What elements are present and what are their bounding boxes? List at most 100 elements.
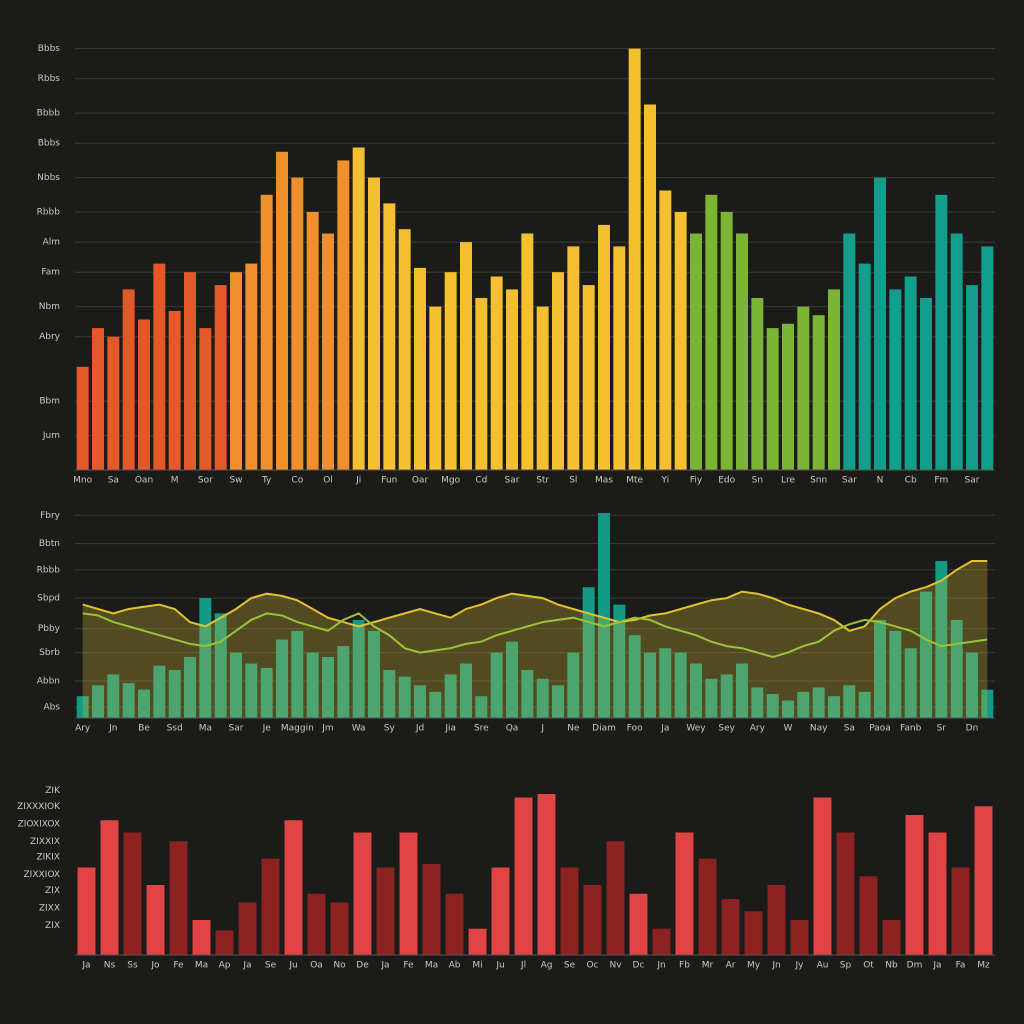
bar bbox=[322, 233, 334, 470]
bar bbox=[981, 689, 994, 718]
x-tick-label: Oar bbox=[412, 476, 429, 486]
x-tick-label: Be bbox=[138, 724, 150, 734]
bar bbox=[935, 561, 948, 718]
x-tick-label: Ary bbox=[75, 724, 91, 734]
bar bbox=[444, 674, 457, 718]
bar bbox=[383, 203, 396, 470]
x-tick-label: De bbox=[356, 961, 369, 971]
x-tick-label: Sey bbox=[718, 724, 735, 734]
bar bbox=[506, 641, 518, 718]
bar bbox=[629, 893, 648, 955]
y-tick-label: Fam bbox=[41, 268, 60, 278]
line bbox=[82, 612, 988, 659]
x-tick-label: Ju bbox=[495, 961, 504, 971]
line bbox=[82, 560, 988, 632]
x-tick-label: Ju bbox=[288, 961, 297, 971]
bar bbox=[698, 858, 717, 955]
x-tick-label: W bbox=[784, 724, 793, 734]
bar bbox=[146, 885, 165, 955]
bar bbox=[613, 604, 626, 718]
bar bbox=[766, 694, 779, 718]
bar bbox=[858, 691, 871, 718]
bar bbox=[368, 177, 380, 470]
x-tick-label: Ns bbox=[104, 961, 116, 971]
x-tick-label: Sar bbox=[965, 476, 980, 486]
x-tick-label: Jl bbox=[520, 961, 526, 971]
y-tick-label: Jum bbox=[42, 431, 60, 441]
x-tick-label: Jn bbox=[771, 961, 780, 971]
x-tick-label: Qa bbox=[506, 724, 519, 734]
y-tick-label: ZIK bbox=[45, 786, 61, 796]
x-tick-label: Fiy bbox=[690, 476, 703, 486]
bar bbox=[184, 656, 196, 718]
x-tick-label: Fa bbox=[956, 961, 966, 971]
bar bbox=[782, 700, 794, 718]
x-tick-label: Mte bbox=[626, 476, 643, 486]
bar bbox=[490, 652, 503, 718]
x-tick-label: Mi bbox=[472, 961, 482, 971]
bar bbox=[276, 639, 288, 718]
bar bbox=[828, 289, 840, 470]
bar bbox=[720, 674, 733, 718]
x-tick-label: Fun bbox=[381, 476, 397, 486]
bar bbox=[330, 902, 349, 955]
y-tick-label: ZIXXIX bbox=[30, 837, 60, 847]
y-tick-label: Abbn bbox=[37, 676, 60, 686]
x-tick-label: Jn bbox=[108, 724, 117, 734]
bar bbox=[398, 229, 411, 470]
y-tick-label: Abry bbox=[39, 332, 61, 342]
y-tick-label: ZIOXIXOX bbox=[18, 819, 60, 829]
bar bbox=[306, 652, 319, 718]
bar bbox=[797, 306, 810, 470]
x-tick-label: Oa bbox=[310, 961, 323, 971]
bar bbox=[138, 319, 150, 470]
bar bbox=[260, 667, 273, 718]
bar bbox=[812, 315, 825, 470]
x-tick-label: Sp bbox=[840, 961, 852, 971]
bar bbox=[414, 685, 426, 718]
bar bbox=[736, 233, 748, 470]
y-tick-label: Fbry bbox=[40, 511, 61, 521]
y-tick-label: Bbbb bbox=[37, 109, 61, 119]
bar bbox=[199, 328, 212, 470]
x-tick-label: Oan bbox=[135, 476, 153, 486]
y-tick-label: ZIXXXIOK bbox=[17, 802, 61, 812]
x-tick-label: Sr bbox=[937, 724, 947, 734]
bar bbox=[966, 285, 978, 470]
bar bbox=[889, 630, 902, 718]
bar bbox=[352, 147, 365, 470]
x-tick-label: Ar bbox=[726, 961, 736, 971]
bar bbox=[168, 670, 181, 718]
x-tick-label: Co bbox=[291, 476, 303, 486]
bar bbox=[690, 233, 702, 470]
bar bbox=[184, 272, 196, 470]
bar bbox=[981, 246, 994, 470]
bar bbox=[560, 867, 579, 955]
bar bbox=[751, 298, 764, 470]
x-tick-label: Ja bbox=[81, 961, 90, 971]
bar bbox=[276, 151, 288, 471]
x-tick-label: Wa bbox=[352, 724, 366, 734]
bar bbox=[828, 696, 840, 718]
x-tick-label: Dn bbox=[966, 724, 979, 734]
bar bbox=[445, 893, 464, 955]
bar bbox=[214, 285, 227, 470]
y-tick-label: Rbbb bbox=[37, 565, 61, 575]
x-tick-label: Wey bbox=[686, 724, 706, 734]
bar bbox=[261, 858, 280, 955]
x-tick-label: Mas bbox=[595, 476, 613, 486]
x-tick-label: Mz bbox=[977, 961, 990, 971]
x-tick-label: Nay bbox=[810, 724, 828, 734]
bar bbox=[291, 177, 304, 470]
bar bbox=[153, 263, 166, 470]
bar bbox=[598, 513, 610, 718]
x-tick-label: Jm bbox=[321, 724, 333, 734]
bar bbox=[107, 336, 120, 470]
x-tick-label: Dc bbox=[633, 961, 645, 971]
bar bbox=[92, 328, 104, 470]
bar bbox=[506, 289, 518, 470]
bar bbox=[168, 310, 181, 470]
bar bbox=[920, 298, 932, 470]
bar bbox=[490, 276, 503, 470]
